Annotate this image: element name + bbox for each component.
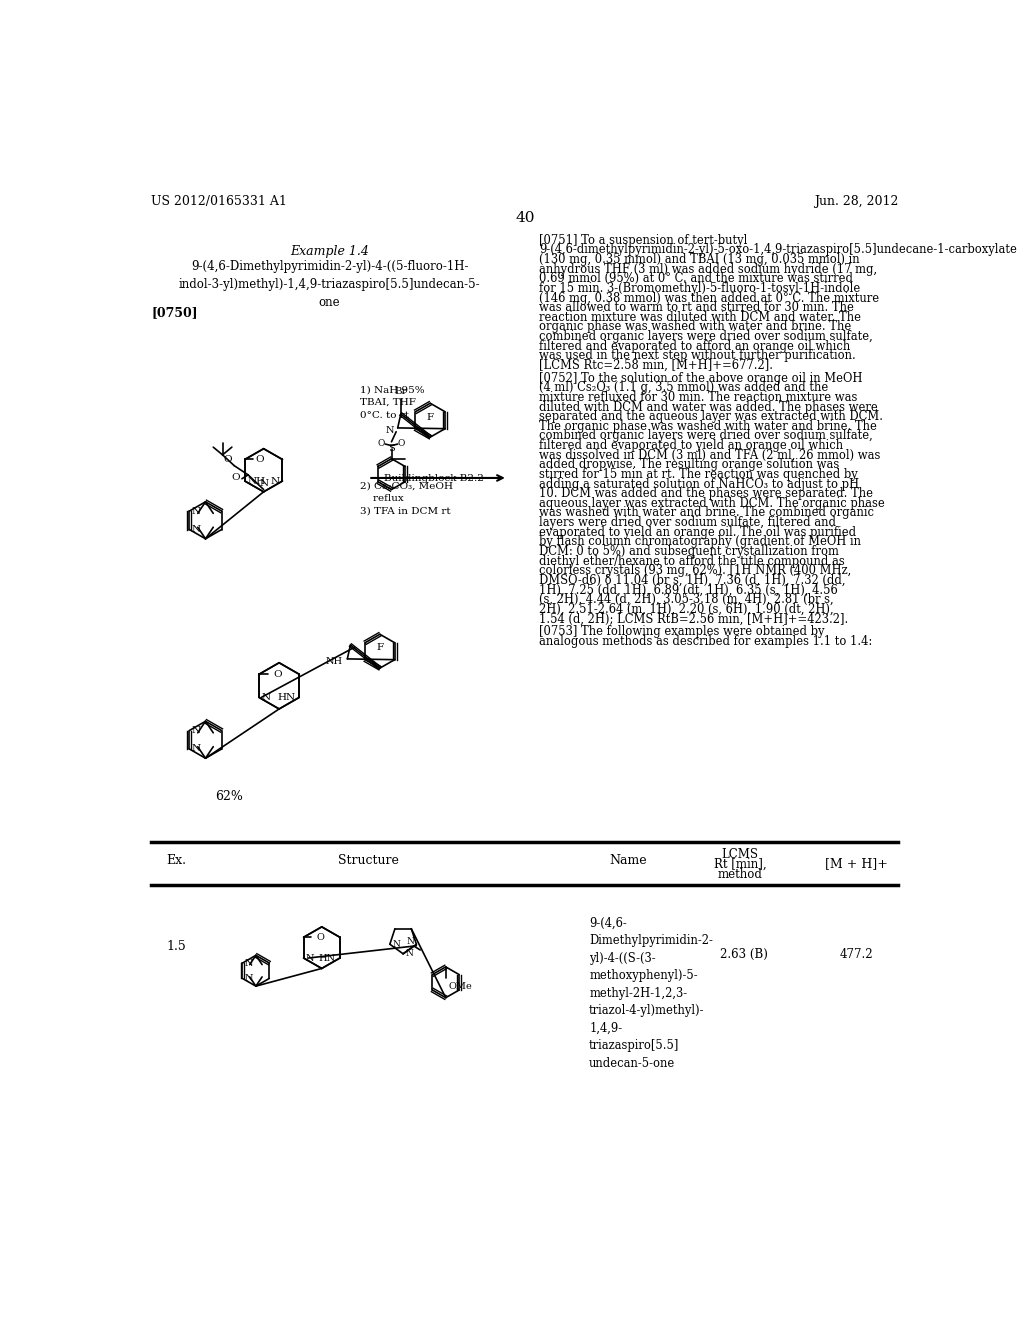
Text: [0753] The following examples were obtained by: [0753] The following examples were obtai… [539, 626, 824, 638]
Text: F: F [427, 412, 434, 421]
Text: (s, 2H), 4.44 (d, 2H), 3.05-3.18 (m, 4H), 2.81 (br s,: (s, 2H), 4.44 (d, 2H), 3.05-3.18 (m, 4H)… [539, 593, 834, 606]
Text: O: O [256, 455, 264, 463]
Text: O: O [316, 933, 324, 941]
Text: Buildingblock B2.2: Buildingblock B2.2 [384, 474, 483, 483]
Text: added dropwise. The resulting orange solution was: added dropwise. The resulting orange sol… [539, 458, 839, 471]
Text: NH: NH [247, 477, 265, 486]
Text: NH: NH [326, 657, 343, 665]
Text: 40: 40 [515, 211, 535, 224]
Text: LCMS: LCMS [722, 849, 759, 862]
Text: N: N [191, 525, 201, 535]
Text: O: O [273, 669, 282, 678]
Text: 2H), 2.51-2.64 (m, 1H), 2.20 (s, 6H), 1.90 (dt, 2H),: 2H), 2.51-2.64 (m, 1H), 2.20 (s, 6H), 1.… [539, 603, 834, 615]
Text: OMe: OMe [449, 982, 472, 991]
Text: N: N [406, 949, 414, 958]
Text: 9-(4,6-Dimethylpyrimidin-2-yl)-4-((5-fluoro-1H-
indol-3-yl)methyl)-1,4,9-triazas: 9-(4,6-Dimethylpyrimidin-2-yl)-4-((5-flu… [178, 260, 480, 309]
Text: [M + H]+: [M + H]+ [825, 858, 888, 871]
Text: colorless crystals (93 mg, 62%). [1H NMR (400 MHz,: colorless crystals (93 mg, 62%). [1H NMR… [539, 564, 851, 577]
Text: F: F [376, 644, 383, 652]
Text: mixture refluxed for 30 min. The reaction mixture was: mixture refluxed for 30 min. The reactio… [539, 391, 857, 404]
Text: reaction mixture was diluted with DCM and water. The: reaction mixture was diluted with DCM an… [539, 312, 861, 323]
Text: O: O [398, 438, 406, 447]
Text: 9-(4,6-
Dimethylpyrimidin-2-
yl)-4-((S-(3-
methoxyphenyl)-5-
methyl-2H-1,2,3-
tr: 9-(4,6- Dimethylpyrimidin-2- yl)-4-((S-(… [589, 917, 713, 1069]
Text: 1H), 7.25 (dd, 1H), 6.89 (dt, 1H), 6.35 (s, 1H), 4.56: 1H), 7.25 (dd, 1H), 6.89 (dt, 1H), 6.35 … [539, 583, 838, 597]
Text: was allowed to warm to rt and stirred for 30 min. The: was allowed to warm to rt and stirred fo… [539, 301, 854, 314]
Text: O: O [223, 455, 231, 465]
Text: 1) NaH 95%
TBAI, THF
0°C. to rt: 1) NaH 95% TBAI, THF 0°C. to rt [360, 385, 425, 420]
Text: DMSO-d6) δ 11.04 (br s, 1H), 7.36 (d, 1H), 7.32 (dd,: DMSO-d6) δ 11.04 (br s, 1H), 7.36 (d, 1H… [539, 574, 845, 587]
Text: (146 mg, 0.38 mmol) was then added at 0° C. The mixture: (146 mg, 0.38 mmol) was then added at 0°… [539, 292, 879, 305]
Text: stirred for 15 min at rt. The reaction was quenched by: stirred for 15 min at rt. The reaction w… [539, 469, 857, 480]
Text: 2.63 (B): 2.63 (B) [720, 948, 768, 961]
Text: [0750]: [0750] [152, 306, 198, 319]
Text: N: N [191, 744, 201, 754]
Text: 9-(4,6-dimethylpyrimidin-2-yl)-5-oxo-1,4,9-triazaspiro[5.5]undecane-1-carboxylat: 9-(4,6-dimethylpyrimidin-2-yl)-5-oxo-1,4… [539, 243, 1017, 256]
Text: was dissolved in DCM (3 ml) and TFA (2 ml, 26 mmol) was: was dissolved in DCM (3 ml) and TFA (2 m… [539, 449, 880, 462]
Text: (130 mg, 0.35 mmol) and TBAI (13 mg, 0.035 mmol) in: (130 mg, 0.35 mmol) and TBAI (13 mg, 0.0… [539, 253, 859, 267]
Text: N: N [191, 726, 201, 735]
Text: [0752] To the solution of the above orange oil in MeOH: [0752] To the solution of the above oran… [539, 372, 862, 384]
Text: N: N [392, 940, 400, 949]
Text: filtered and evaporated to yield an orange oil which: filtered and evaporated to yield an oran… [539, 440, 843, 451]
Text: Br: Br [394, 387, 408, 396]
Text: [LCMS Rtc=2.58 min, [M+H]+=677.2].: [LCMS Rtc=2.58 min, [M+H]+=677.2]. [539, 359, 773, 372]
Text: O: O [378, 438, 385, 447]
Text: Ex.: Ex. [167, 854, 186, 867]
Text: [0751] To a suspension of tert-butyl: [0751] To a suspension of tert-butyl [539, 234, 748, 247]
Text: 477.2: 477.2 [840, 948, 873, 961]
Text: N: N [407, 937, 415, 946]
Text: S: S [388, 444, 395, 453]
Text: for 15 min. 3-(Bromomethyl)-5-fluoro-1-tosyl-1H-indole: for 15 min. 3-(Bromomethyl)-5-fluoro-1-t… [539, 282, 860, 294]
Text: combined organic layers were dried over sodium sulfate,: combined organic layers were dried over … [539, 330, 872, 343]
Text: was washed with water and brine. The combined organic: was washed with water and brine. The com… [539, 507, 873, 520]
Text: N: N [191, 507, 201, 516]
Text: N: N [261, 693, 270, 702]
Text: N: N [385, 426, 394, 434]
Text: by flash column chromatography (gradient of MeOH in: by flash column chromatography (gradient… [539, 536, 861, 548]
Text: was used in the next step without further purification.: was used in the next step without furthe… [539, 350, 855, 363]
Text: N: N [245, 958, 253, 968]
Text: diluted with DCM and water was added. The phases were: diluted with DCM and water was added. Th… [539, 400, 878, 413]
Text: N: N [306, 953, 314, 962]
Text: Jun. 28, 2012: Jun. 28, 2012 [814, 195, 898, 209]
Text: evaporated to yield an orange oil. The oil was purified: evaporated to yield an orange oil. The o… [539, 525, 856, 539]
Text: 1.5: 1.5 [167, 940, 186, 953]
Text: combined organic layers were dried over sodium sulfate,: combined organic layers were dried over … [539, 429, 872, 442]
Text: 10. DCM was added and the phases were separated. The: 10. DCM was added and the phases were se… [539, 487, 872, 500]
Text: Structure: Structure [338, 854, 398, 867]
Text: The organic phase was washed with water and brine. The: The organic phase was washed with water … [539, 420, 877, 433]
Text: separated and the aqueous layer was extracted with DCM.: separated and the aqueous layer was extr… [539, 411, 883, 424]
Text: analogous methods as described for examples 1.1 to 1.4:: analogous methods as described for examp… [539, 635, 872, 648]
Text: O: O [231, 474, 241, 482]
Text: method: method [718, 867, 763, 880]
Text: Name: Name [609, 854, 647, 867]
Text: 62%: 62% [215, 789, 243, 803]
Text: DCM: 0 to 5%) and subsequent crystallization from: DCM: 0 to 5%) and subsequent crystalliza… [539, 545, 839, 558]
Text: 2) Cs₂CO₃, MeOH
    reflux
3) TFA in DCM rt: 2) Cs₂CO₃, MeOH reflux 3) TFA in DCM rt [360, 482, 454, 516]
Text: N: N [270, 477, 280, 486]
Text: filtered and evaporated to afford an orange oil which: filtered and evaporated to afford an ora… [539, 339, 850, 352]
Text: diethyl ether/hexane to afford the title compound as: diethyl ether/hexane to afford the title… [539, 554, 845, 568]
Text: anhydrous THF (3 ml) was added sodium hydride (17 mg,: anhydrous THF (3 ml) was added sodium hy… [539, 263, 877, 276]
Text: organic phase was washed with water and brine. The: organic phase was washed with water and … [539, 321, 851, 334]
Text: adding a saturated solution of NaHCO₃ to adjust to pH: adding a saturated solution of NaHCO₃ to… [539, 478, 859, 491]
Text: aqueous layer was extracted with DCM. The organic phase: aqueous layer was extracted with DCM. Th… [539, 496, 885, 510]
Text: Example 1.4: Example 1.4 [290, 244, 369, 257]
Text: HN: HN [318, 953, 336, 962]
Text: US 2012/0165331 A1: US 2012/0165331 A1 [152, 195, 287, 209]
Text: 0.69 mmol (95%) at 0° C. and the mixture was stirred: 0.69 mmol (95%) at 0° C. and the mixture… [539, 272, 853, 285]
Text: N: N [245, 974, 253, 983]
Text: (4 ml) Cs₂O₃ (1.1 g, 3.5 mmol) was added and the: (4 ml) Cs₂O₃ (1.1 g, 3.5 mmol) was added… [539, 381, 828, 395]
Text: 1.54 (d, 2H); LCMS RtB=2.56 min, [M+H]+=423.2].: 1.54 (d, 2H); LCMS RtB=2.56 min, [M+H]+=… [539, 612, 848, 626]
Text: Rt [min],: Rt [min], [714, 858, 767, 871]
Text: layers were dried over sodium sulfate, filtered and: layers were dried over sodium sulfate, f… [539, 516, 836, 529]
Text: HN: HN [278, 693, 295, 702]
Text: N: N [259, 479, 268, 488]
